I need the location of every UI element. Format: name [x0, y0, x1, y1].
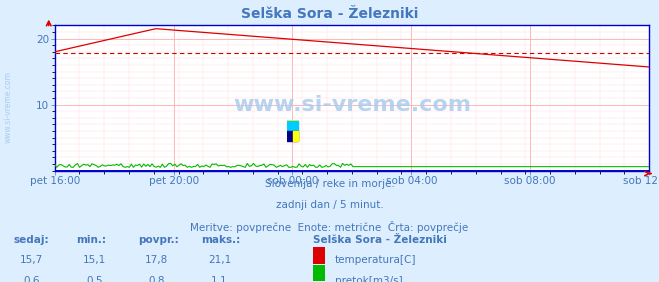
Text: 0,6: 0,6: [23, 276, 40, 282]
Text: min.:: min.:: [76, 235, 106, 245]
Text: 1,1: 1,1: [211, 276, 228, 282]
Text: Selška Sora - Železniki: Selška Sora - Železniki: [241, 7, 418, 21]
Text: Slovenija / reke in morje.: Slovenija / reke in morje.: [264, 179, 395, 189]
Text: povpr.:: povpr.:: [138, 235, 179, 245]
Text: Selška Sora - Železniki: Selška Sora - Železniki: [313, 235, 447, 245]
Text: 15,7: 15,7: [20, 255, 43, 265]
Text: 0,5: 0,5: [86, 276, 103, 282]
Text: 21,1: 21,1: [208, 255, 231, 265]
Text: 17,8: 17,8: [145, 255, 169, 265]
Text: 15,1: 15,1: [82, 255, 106, 265]
Text: www.si-vreme.com: www.si-vreme.com: [233, 95, 471, 115]
Text: Meritve: povprečne  Enote: metrične  Črta: povprečje: Meritve: povprečne Enote: metrične Črta:…: [190, 221, 469, 233]
Text: 0,8: 0,8: [148, 276, 165, 282]
Text: maks.:: maks.:: [201, 235, 241, 245]
Text: zadnji dan / 5 minut.: zadnji dan / 5 minut.: [275, 200, 384, 210]
Text: temperatura[C]: temperatura[C]: [335, 255, 416, 265]
Text: www.si-vreme.com: www.si-vreme.com: [3, 71, 13, 143]
Text: sedaj:: sedaj:: [13, 235, 49, 245]
Text: pretok[m3/s]: pretok[m3/s]: [335, 276, 403, 282]
